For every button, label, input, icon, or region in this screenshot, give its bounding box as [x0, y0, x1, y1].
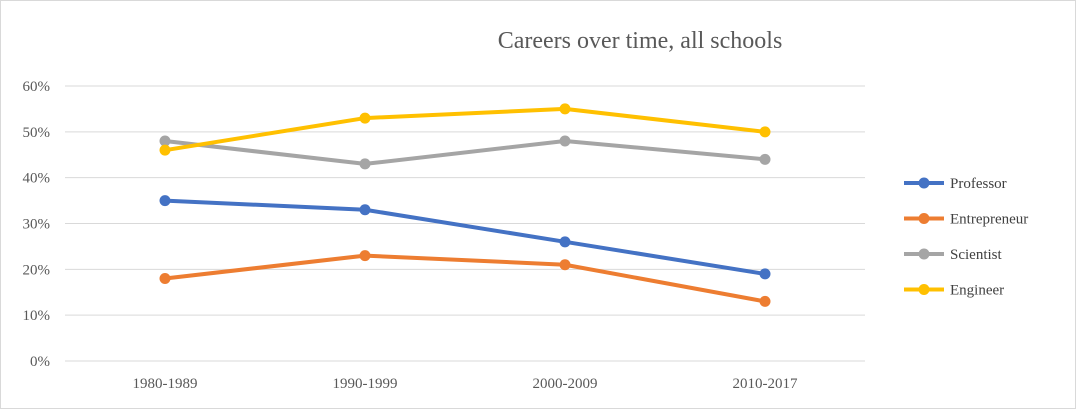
data-point [159, 273, 171, 284]
x-axis-ticks: 1980-1989 1990-1999 2000-2009 2010-2017 [133, 376, 798, 392]
legend-label: Scientist [950, 247, 1002, 263]
legend-label: Professor [950, 176, 1007, 192]
data-point [559, 103, 571, 115]
data-point [359, 112, 371, 124]
series-line [163, 139, 767, 166]
y-tick-label: 30% [23, 217, 51, 233]
y-tick-label: 0% [30, 354, 50, 370]
series-line [163, 198, 767, 276]
series-engineer [159, 103, 771, 156]
data-point [159, 144, 171, 156]
y-tick-label: 50% [23, 125, 51, 141]
y-tick-label: 20% [23, 262, 51, 278]
series-scientist [159, 135, 771, 170]
legend-label: Entrepreneur [950, 212, 1028, 228]
y-axis-ticks: 0% 10% 20% 30% 40% 50% 60% [23, 79, 51, 370]
data-point [759, 295, 771, 307]
legend: Professor Entrepreneur Scientist Engineer [904, 176, 1028, 299]
data-point [559, 236, 571, 248]
legend-item-professor: Professor [904, 176, 1007, 192]
x-tick-label: 2010-2017 [733, 376, 798, 392]
legend-swatch-marker [918, 213, 930, 224]
data-point [759, 153, 771, 165]
data-point [359, 204, 371, 216]
data-point [759, 268, 771, 280]
legend-item-entrepreneur: Entrepreneur [904, 212, 1028, 228]
data-point [759, 126, 771, 138]
series-entrepreneur [159, 250, 771, 307]
x-tick-label: 1980-1989 [133, 376, 198, 392]
y-tick-label: 10% [23, 308, 51, 324]
legend-swatch-marker [918, 248, 930, 260]
data-point [559, 259, 571, 271]
gridlines [65, 85, 865, 362]
legend-swatch-marker [918, 177, 930, 189]
series-line [163, 106, 767, 153]
legend-item-scientist: Scientist [904, 247, 1002, 263]
legend-item-engineer: Engineer [904, 283, 1004, 299]
legend-label: Engineer [950, 283, 1004, 299]
y-tick-label: 60% [23, 79, 51, 95]
data-point [559, 135, 571, 147]
chart-title: Careers over time, all schools [498, 28, 783, 54]
series-lines [159, 103, 771, 307]
data-point [359, 158, 371, 170]
series-professor [159, 195, 771, 280]
x-tick-label: 1990-1999 [333, 376, 398, 392]
y-tick-label: 40% [23, 171, 51, 187]
data-point [159, 135, 171, 147]
series-line [163, 253, 767, 304]
x-tick-label: 2000-2009 [533, 376, 598, 392]
data-point [159, 195, 171, 207]
data-point [359, 250, 371, 262]
legend-swatch-marker [918, 284, 930, 295]
